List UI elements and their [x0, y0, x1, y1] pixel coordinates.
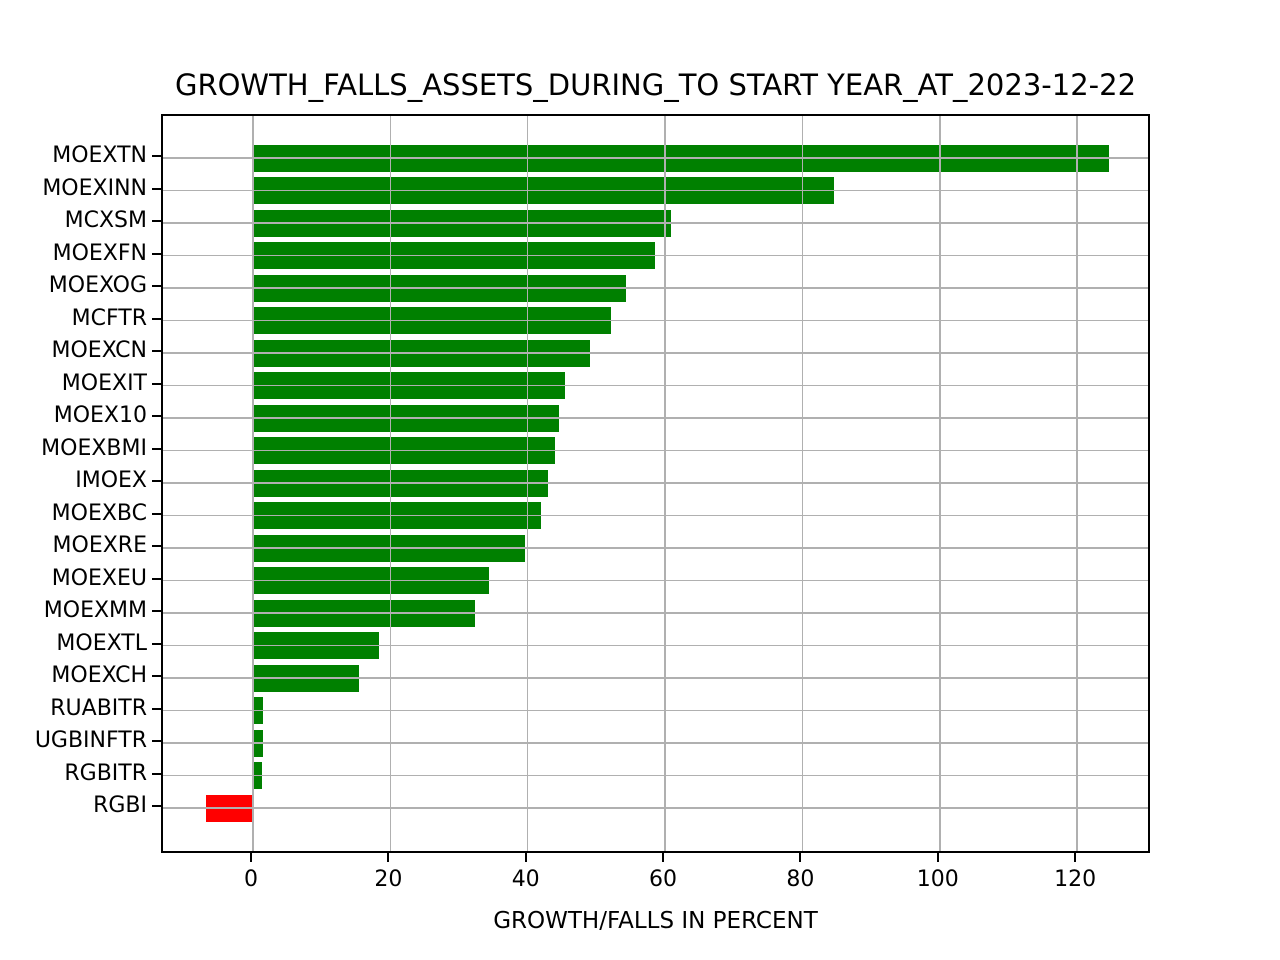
y-tick-label-moexit: MOEXIT	[61, 370, 147, 396]
gridline-y-ugbinftr	[163, 742, 1148, 744]
y-tick-mark-mcxsm	[152, 220, 161, 222]
x-tick-label-20: 20	[374, 867, 403, 892]
y-tick-label-moextn: MOEXTN	[52, 143, 147, 168]
x-tick-mark-100	[936, 853, 939, 862]
x-tick-label-60: 60	[649, 867, 678, 892]
y-tick-mark-moexre	[152, 545, 161, 547]
plot-area	[161, 114, 1150, 853]
y-tick-label-moex10: MOEX10	[53, 403, 147, 428]
y-tick-mark-moextn	[152, 155, 161, 157]
y-tick-mark-imoex	[152, 480, 161, 482]
y-tick-label-moexbmi: MOEXBMI	[41, 435, 147, 461]
y-tick-mark-moexch	[152, 675, 161, 677]
y-tick-label-moexmm: MOEXMM	[43, 598, 147, 623]
gridline-y-imoex	[163, 482, 1148, 484]
x-tick-label-80: 80	[786, 867, 815, 892]
y-tick-mark-moexit	[152, 382, 161, 385]
gridline-y-moex10	[163, 417, 1148, 419]
y-tick-label-imoex: IMOEX	[75, 468, 147, 493]
y-tick-mark-moexcn	[152, 350, 161, 352]
y-tick-label-moexbc: MOEXBC	[51, 500, 147, 526]
x-tick-mark-60	[662, 853, 665, 862]
gridline-y-moexbmi	[163, 449, 1148, 452]
gridline-y-moexfn	[163, 254, 1148, 257]
y-tick-mark-moexinn	[152, 187, 161, 190]
gridline-y-moexcn	[163, 352, 1148, 354]
gridline-y-mcxsm	[163, 222, 1148, 224]
x-tick-mark-0	[249, 853, 252, 862]
x-tick-label-120: 120	[1054, 867, 1097, 892]
gridline-y-moextl	[163, 644, 1148, 647]
gridline-y-moexmm	[163, 612, 1148, 614]
x-tick-mark-80	[799, 853, 802, 862]
y-tick-mark-mcftr	[152, 317, 161, 320]
y-tick-label-moexog: MOEXOG	[48, 273, 147, 298]
x-tick-mark-20	[387, 853, 390, 862]
y-tick-label-mcxsm: MCXSM	[64, 208, 147, 233]
y-tick-label-moexch: MOEXCH	[51, 663, 147, 688]
gridline-y-moextn	[163, 157, 1148, 159]
gridline-y-rgbi	[163, 807, 1148, 809]
y-tick-label-moexre: MOEXRE	[52, 533, 147, 558]
gridline-y-moexch	[163, 677, 1148, 679]
x-tick-mark-40	[524, 853, 527, 862]
y-tick-label-mcftr: MCFTR	[71, 305, 147, 331]
y-tick-mark-moexfn	[152, 252, 161, 255]
gridline-y-mcftr	[163, 319, 1148, 322]
gridline-y-ruabitr	[163, 709, 1148, 712]
gridline-y-moexre	[163, 547, 1148, 549]
y-tick-mark-moexbc	[152, 512, 161, 515]
gridline-y-moexinn	[163, 189, 1148, 192]
gridline-y-moexog	[163, 287, 1148, 289]
y-tick-mark-rgbi	[152, 805, 161, 807]
gridline-y-moexbc	[163, 514, 1148, 517]
y-tick-mark-moextl	[152, 642, 161, 645]
y-tick-mark-ugbinftr	[152, 740, 161, 742]
y-tick-label-moexcn: MOEXCN	[51, 338, 148, 363]
y-tick-label-rgbitr: RGBITR	[64, 760, 147, 786]
x-tick-mark-120	[1074, 853, 1077, 862]
y-tick-mark-moexog	[152, 285, 161, 287]
y-tick-mark-moexbmi	[152, 447, 161, 450]
y-tick-label-moextl: MOEXTL	[56, 630, 147, 656]
gridline-y-moexeu	[163, 579, 1148, 582]
y-tick-label-ruabitr: RUABITR	[50, 695, 147, 721]
x-tick-label-40: 40	[511, 867, 540, 892]
y-tick-mark-moexmm	[152, 610, 161, 612]
chart-title: GROWTH_FALLS_ASSETS_DURING_TO START YEAR…	[174, 68, 1137, 102]
gridline-y-rgbitr	[163, 774, 1148, 777]
x-tick-label-100: 100	[916, 867, 959, 892]
x-axis-title: GROWTH/FALLS IN PERCENT	[493, 908, 818, 934]
y-tick-label-ugbinftr: UGBINFTR	[34, 728, 147, 753]
y-tick-label-moexeu: MOEXEU	[51, 565, 147, 591]
y-tick-mark-rgbitr	[152, 772, 161, 775]
gridline-y-moexit	[163, 384, 1148, 387]
y-tick-mark-ruabitr	[152, 707, 161, 710]
y-tick-label-rgbi: RGBI	[93, 793, 147, 818]
y-tick-mark-moexeu	[152, 577, 161, 580]
x-tick-label-0: 0	[243, 867, 258, 892]
y-tick-mark-moex10	[152, 415, 161, 417]
y-tick-label-moexinn: MOEXINN	[42, 175, 147, 201]
y-tick-label-moexfn: MOEXFN	[52, 240, 147, 266]
